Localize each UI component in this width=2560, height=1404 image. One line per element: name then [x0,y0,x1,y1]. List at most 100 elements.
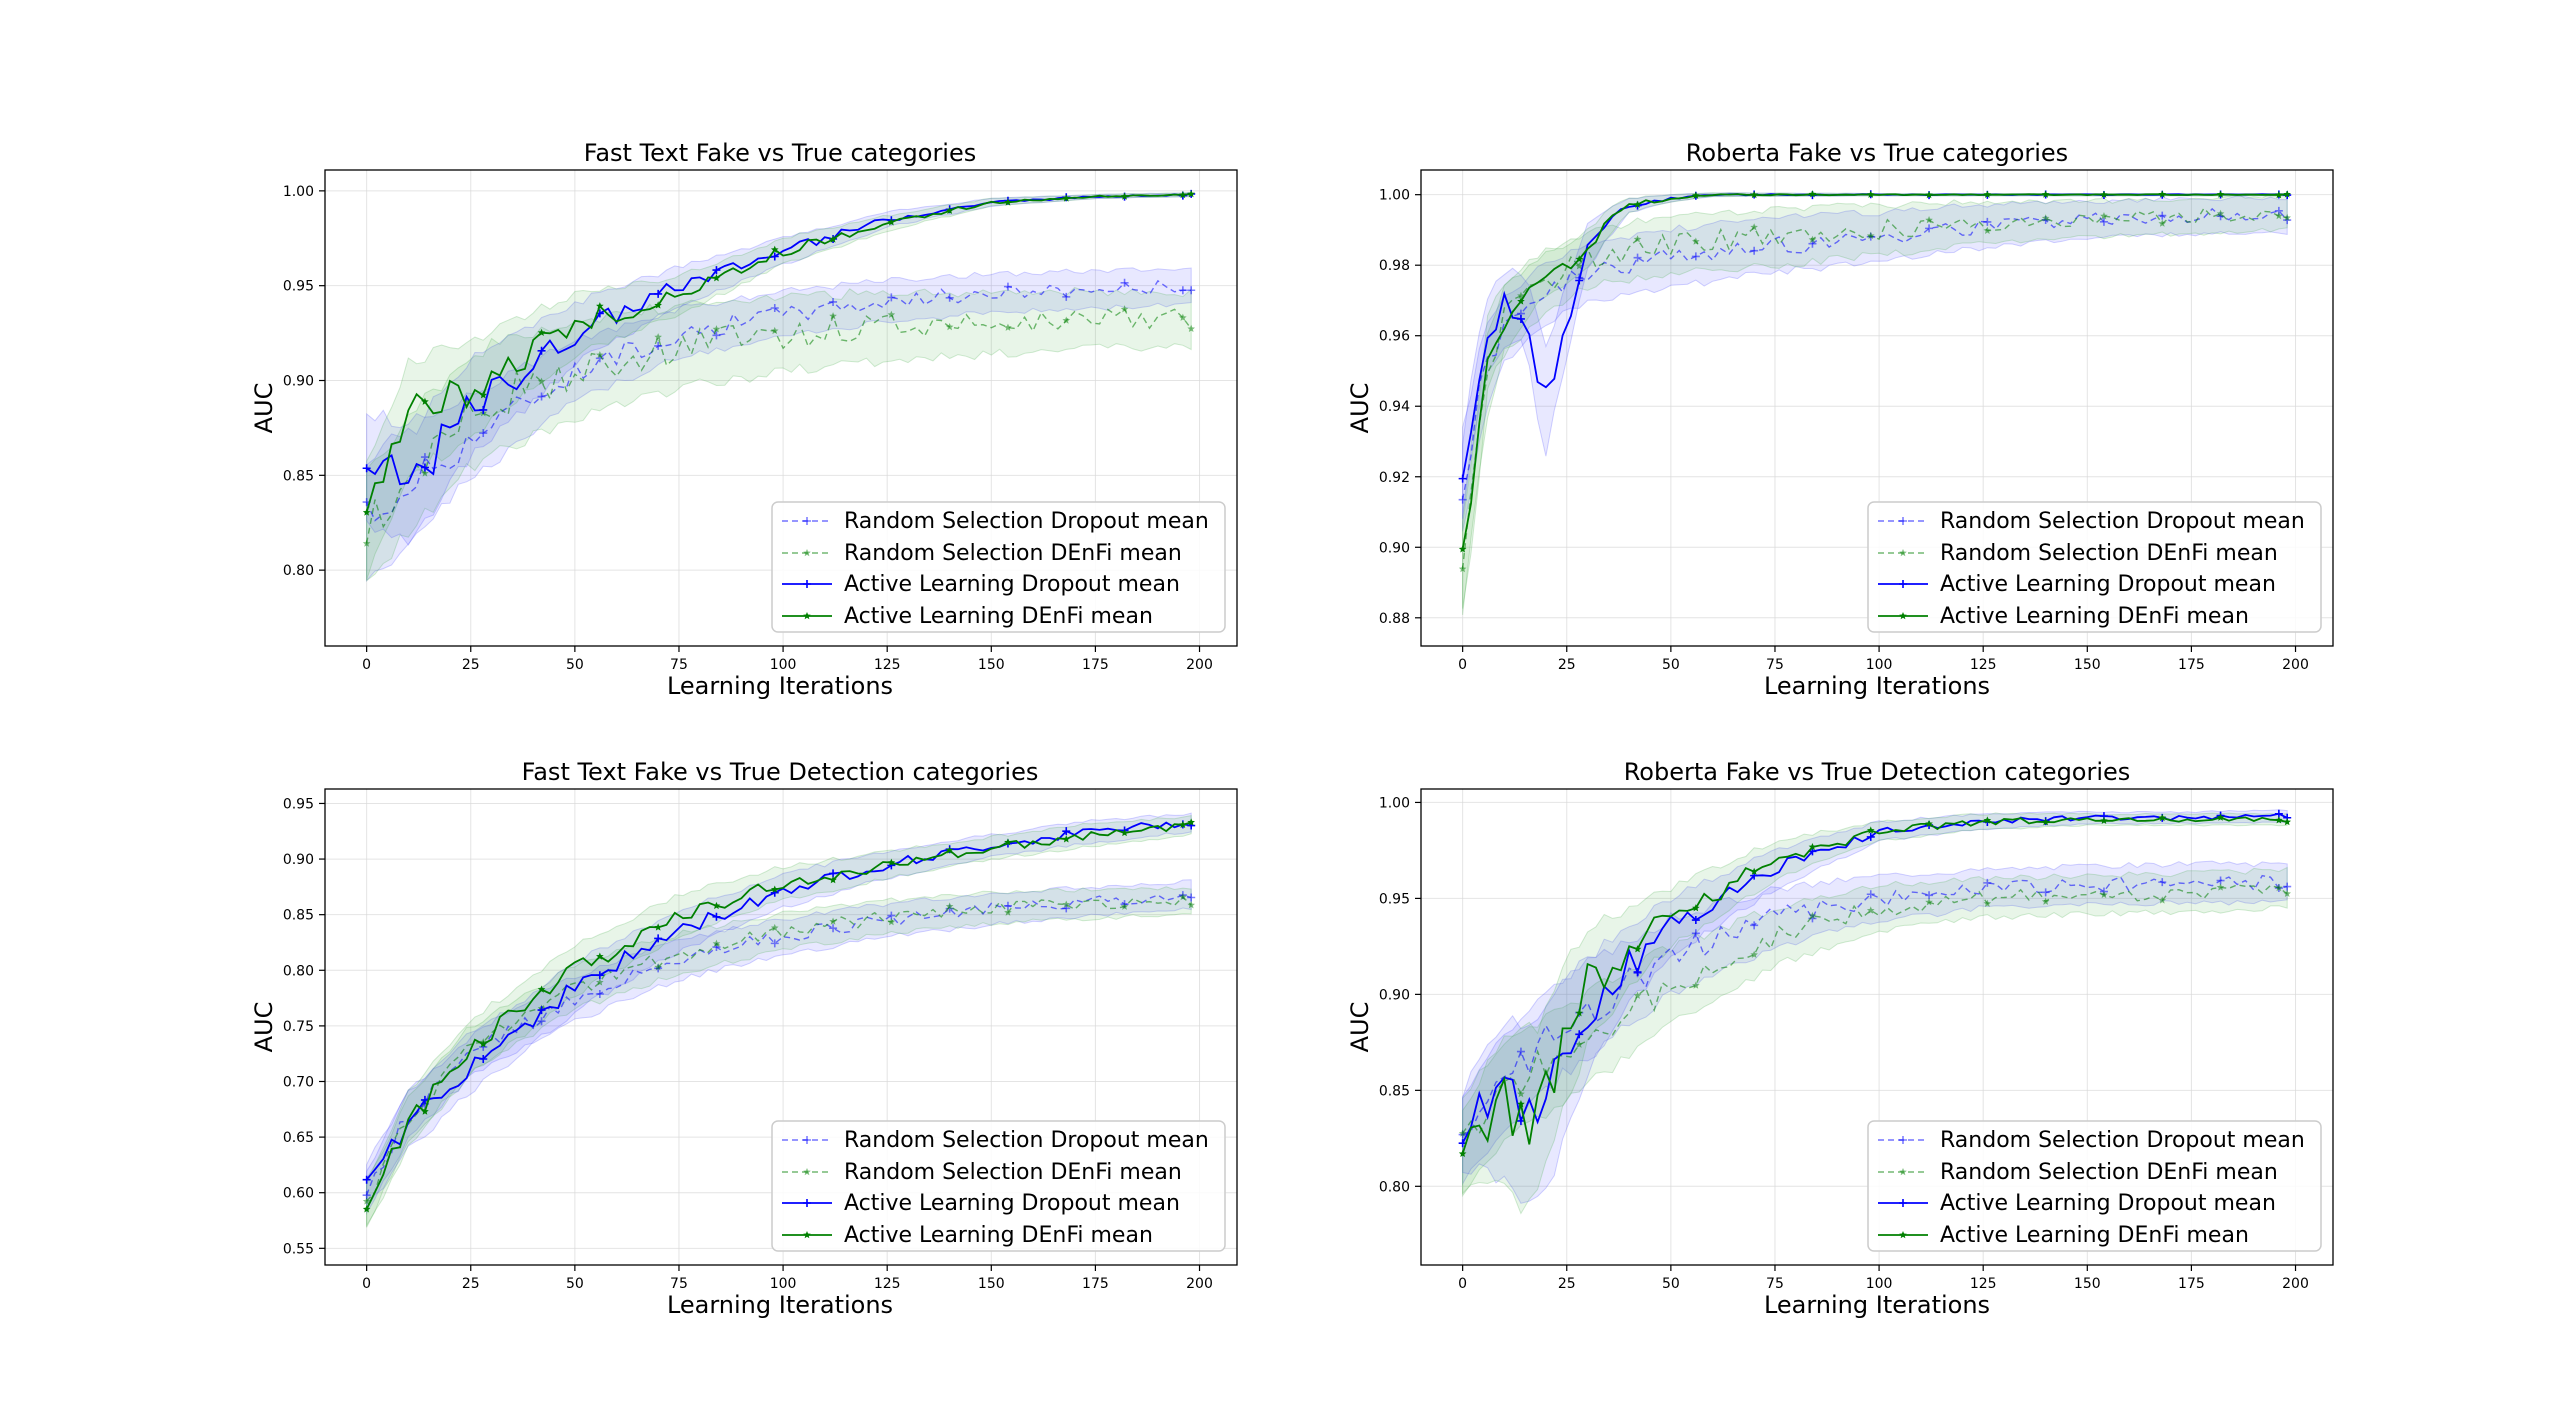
confidence-band [366,812,1192,1212]
series-marker [1633,235,1642,243]
series-marker [1983,190,1992,198]
series-marker [770,326,779,335]
series-marker [1458,545,1467,553]
series-marker [2100,212,2108,220]
x-axis-label: Learning Iterations [1764,672,1990,700]
series-marker [1179,190,1187,199]
series-marker [1004,198,1012,206]
y-axis-label: AUC [250,383,278,434]
x-tick-label: 150 [2074,657,2101,673]
series-marker [1633,945,1642,953]
series-marker [1899,580,1907,588]
y-tick-label: 0.98 [1379,258,1410,274]
series-marker [2283,213,2291,222]
series-marker [1750,950,1758,958]
series-marker [1925,891,1934,900]
x-tick-label: 175 [1082,1276,1109,1292]
series-marker [2283,190,2291,198]
series-marker [770,252,779,261]
plot-frame [1420,788,2334,1266]
series-line [365,821,1192,1210]
series-marker [829,297,838,306]
series-marker [2216,209,2225,217]
series-marker [479,429,488,438]
y-tick-label: 0.75 [283,1019,314,1035]
series-marker [803,1136,811,1144]
x-tick-label: 175 [2178,657,2205,673]
series-marker [479,405,488,414]
series-marker [1983,899,1992,907]
series-marker [829,312,837,320]
series-marker [479,1055,488,1064]
plot-area: 0 25 50 75 100 125 150 175 200 0.80 0.85 0.90 0.95 1.… [283,169,1238,673]
y-tick-label: 0.85 [283,908,314,924]
series-marker [1750,223,1758,231]
series-marker [2283,818,2291,826]
series-marker [537,346,546,355]
x-tick-label: 0 [1458,657,1467,673]
y-tick-label: 0.90 [283,852,314,868]
series-marker [803,549,811,557]
series-marker [1983,226,1992,234]
series-marker [1691,929,1700,938]
series-marker [537,377,546,385]
series-marker [1692,981,1700,989]
series-marker [887,858,896,866]
series-marker [2041,897,2050,905]
series-marker [829,924,838,933]
series-marker [1004,838,1012,846]
series-marker [1458,1149,1467,1158]
legend-label: Random Selection Dropout mean [844,1128,1209,1153]
series-marker [595,990,604,999]
legend-label: Random Selection Dropout mean [1940,509,2305,534]
series-marker [945,902,954,910]
series-marker [1004,323,1012,331]
x-tick-label: 100 [1866,1276,1893,1292]
series-marker [887,310,896,318]
series-marker [654,923,662,931]
y-tick-label: 0.85 [283,468,314,484]
series-marker [770,304,779,313]
series-marker [2283,889,2291,897]
series-marker [1899,1168,1907,1176]
series-marker [770,923,779,932]
x-tick-label: 125 [1970,657,1997,673]
series-marker [1458,495,1467,504]
series-marker [1062,835,1071,843]
series-marker [1866,906,1875,914]
series-marker [1575,276,1584,285]
series-marker [2041,888,2050,897]
legend-label: Active Learning DEnFi mean [1940,1223,2249,1248]
series-marker [1692,237,1700,245]
series-marker [945,322,954,331]
y-tick-label: 0.80 [1379,1179,1410,1195]
series-marker [1925,898,1933,906]
series-marker [1187,190,1195,198]
series-group [1458,190,2292,615]
series-marker [2100,890,2108,899]
series-marker [1458,474,1467,483]
x-tick-label: 25 [462,657,480,673]
x-tick-label: 50 [566,1276,584,1292]
x-tick-label: 150 [2074,1276,2101,1292]
series-line [1461,193,2288,550]
series-marker [2158,219,2167,227]
series-marker [1062,194,1071,202]
x-tick-label: 125 [1970,1276,1997,1292]
series-marker [1691,916,1700,925]
x-tick-label: 75 [670,657,688,673]
series-marker [770,885,779,893]
x-tick-label: 25 [462,1276,480,1292]
series-marker [421,397,429,405]
series-marker [1866,832,1875,841]
legend-label: Active Learning Dropout mean [844,572,1180,597]
series-marker [1575,262,1584,270]
series-marker [2275,883,2283,892]
legend-label: Random Selection DEnFi mean [844,1160,1182,1185]
y-tick-label: 0.65 [283,1130,314,1146]
x-axis-label: Learning Iterations [667,1291,893,1319]
series-marker [1179,313,1187,321]
series-marker [596,302,604,310]
legend-label: Active Learning DEnFi mean [844,604,1153,629]
series-marker [803,1168,811,1176]
